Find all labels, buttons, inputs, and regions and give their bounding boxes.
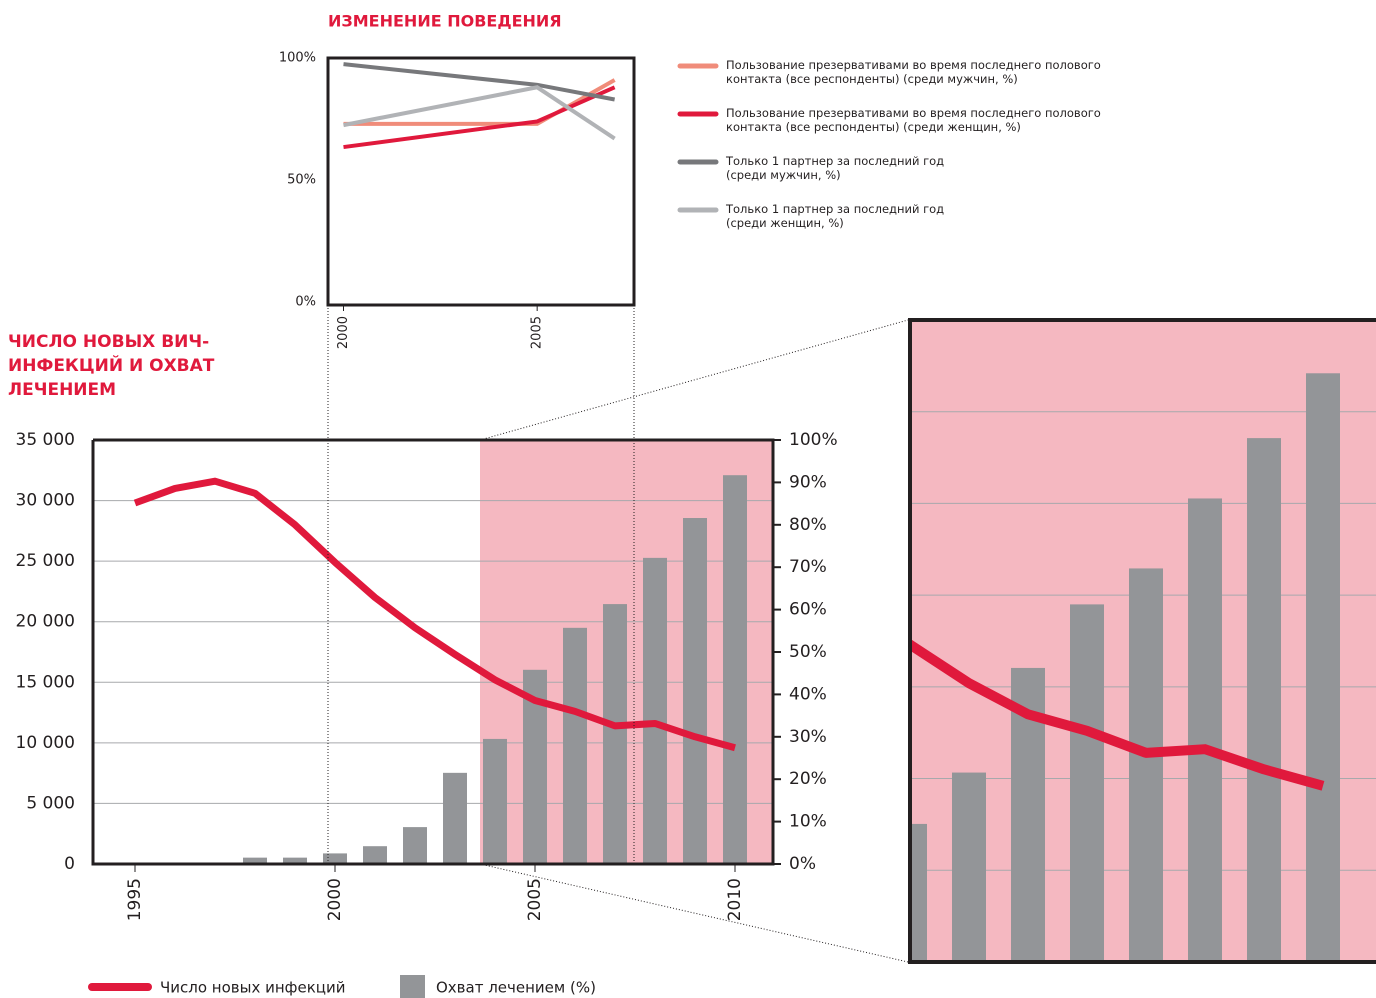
zoom-bar: [908, 823, 927, 962]
y2-tick-label: 80%: [789, 515, 827, 535]
y2-tick-label: 0%: [789, 854, 816, 874]
series-line: [343, 85, 616, 150]
zoom-bar: [1188, 498, 1222, 962]
bar: [603, 604, 627, 864]
series-line: [133, 477, 736, 752]
bar: [643, 557, 667, 864]
y-tick-label: 20 000: [16, 612, 75, 632]
legend-swatch: [400, 975, 425, 998]
guide-lines: [327, 305, 909, 963]
main-frame: [91, 438, 775, 866]
x-tick-label: 2010: [725, 878, 745, 921]
zoom-bar: [657, 952, 691, 962]
bar: [323, 853, 347, 864]
y-tick-label: 100%: [279, 51, 316, 66]
main-chart: 0 5 000 10 000 15 000 20 000 25 000 30 000 35 0…: [16, 430, 838, 921]
y2-tick-label: 10%: [789, 812, 827, 832]
x-tick-label: 2000: [325, 878, 345, 921]
zoom-bar: [1129, 568, 1163, 962]
y2-tick-label: 50%: [789, 642, 827, 662]
zoom-frame: [908, 318, 1376, 964]
legend-label: Только 1 партнер за последний год (среди…: [726, 154, 945, 182]
series-line: [343, 62, 616, 102]
y-tick-label: 5 000: [26, 793, 75, 813]
x-tick-label: 2000: [336, 316, 351, 349]
zoom-bar: [1247, 438, 1281, 962]
bar: [443, 772, 467, 864]
zoom-bar: [952, 772, 986, 962]
zoom-bar: [834, 906, 868, 962]
x-tick-label: 1995: [125, 878, 145, 921]
y-tick-label: 0%: [295, 295, 316, 310]
zoom-panel: [598, 320, 1376, 962]
zoom-bar: [716, 946, 750, 962]
y2-tick-label: 40%: [789, 684, 827, 704]
y-tick-label: 50%: [287, 173, 316, 188]
zoom-line: [908, 637, 1325, 791]
legend-label: Охват лечением (%): [436, 979, 596, 997]
legend-label: Пользование презервативами во время посл…: [726, 106, 1101, 134]
zoom-bar: [1070, 604, 1104, 962]
series-line: [343, 85, 616, 141]
bar: [723, 475, 747, 864]
chart-title: ИЗМЕНЕНИЕ ПОВЕДЕНИЯ: [328, 12, 562, 31]
x-tick-label: 2005: [530, 316, 545, 349]
y-tick-label: 35 000: [16, 430, 75, 450]
x-tick-label: 2005: [525, 878, 545, 921]
y-tick-label: 30 000: [16, 491, 75, 511]
y2-tick-label: 100%: [789, 430, 838, 450]
bar: [483, 738, 507, 864]
zoom-bar: [1306, 373, 1340, 962]
legend-label: Число новых инфекций: [160, 979, 346, 997]
legend-label: Только 1 партнер за последний год (среди…: [726, 202, 945, 230]
top-frame: [326, 56, 636, 307]
y-tick-label: 0: [64, 854, 75, 874]
y2-tick-label: 70%: [789, 557, 827, 577]
y2-tick-label: 90%: [789, 472, 827, 492]
y-tick-label: 10 000: [16, 733, 75, 753]
zoom-bar: [775, 935, 809, 962]
zoom-bar: [598, 952, 632, 962]
y-tick-label: 25 000: [16, 551, 75, 571]
bar: [243, 857, 267, 864]
frames: [91, 56, 1376, 964]
chart-title: ЧИСЛО НОВЫХ ВИЧ- ИНФЕКЦИЙ И ОХВАТ ЛЕЧЕНИ…: [8, 332, 215, 400]
bar: [403, 827, 427, 864]
y2-tick-label: 60%: [789, 600, 827, 620]
legend-label: Пользование презервативами во время посл…: [726, 58, 1101, 86]
bar: [563, 627, 587, 864]
y2-tick-label: 20%: [789, 769, 827, 789]
bar: [363, 846, 387, 864]
bar: [283, 857, 307, 864]
bar: [683, 518, 707, 864]
y2-tick-label: 30%: [789, 727, 827, 747]
y-tick-label: 15 000: [16, 672, 75, 692]
